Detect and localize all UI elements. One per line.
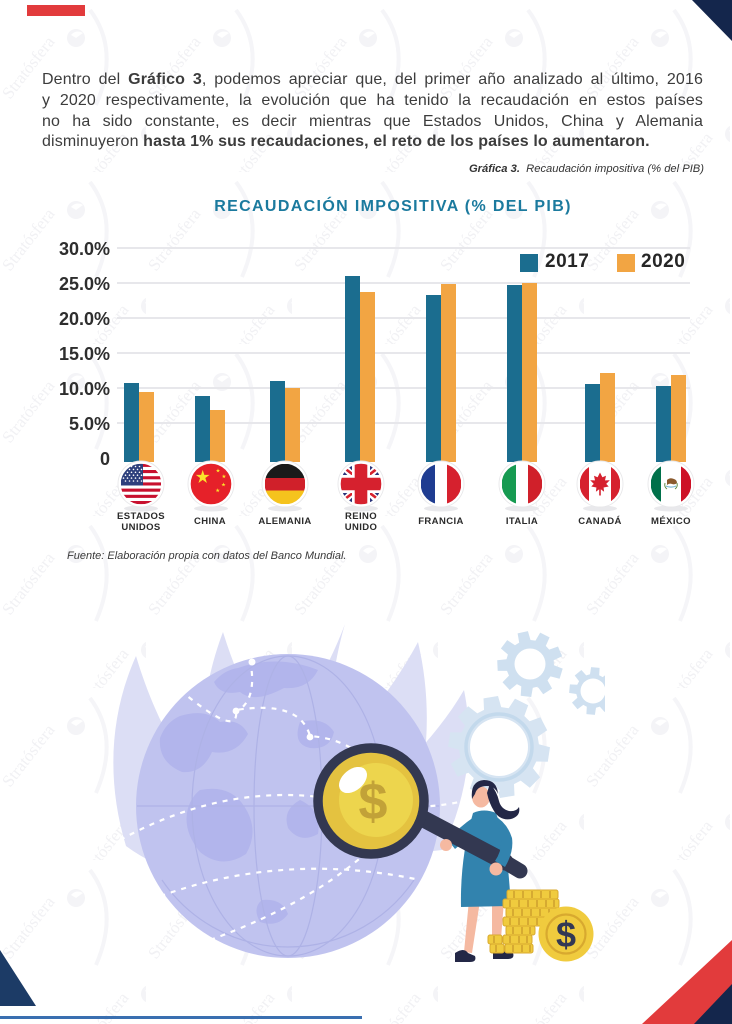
svg-text:$: $ xyxy=(556,914,576,955)
